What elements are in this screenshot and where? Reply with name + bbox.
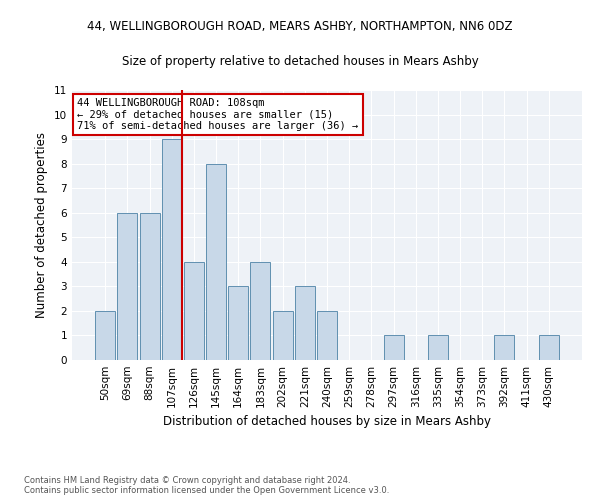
Bar [206,164,226,360]
Text: 44, WELLINGBOROUGH ROAD, MEARS ASHBY, NORTHAMPTON, NN6 0DZ: 44, WELLINGBOROUGH ROAD, MEARS ASHBY, NO… [87,20,513,33]
Bar [539,336,559,360]
Bar [118,212,137,360]
Bar [140,212,160,360]
Bar [494,336,514,360]
Bar [317,311,337,360]
Bar [272,311,293,360]
Bar [95,311,115,360]
Bar [295,286,315,360]
Text: Size of property relative to detached houses in Mears Ashby: Size of property relative to detached ho… [122,55,478,68]
Text: 44 WELLINGBOROUGH ROAD: 108sqm
← 29% of detached houses are smaller (15)
71% of : 44 WELLINGBOROUGH ROAD: 108sqm ← 29% of … [77,98,358,132]
X-axis label: Distribution of detached houses by size in Mears Ashby: Distribution of detached houses by size … [163,416,491,428]
Bar [383,336,404,360]
Bar [184,262,204,360]
Bar [228,286,248,360]
Bar [428,336,448,360]
Bar [250,262,271,360]
Text: Contains HM Land Registry data © Crown copyright and database right 2024.
Contai: Contains HM Land Registry data © Crown c… [24,476,389,495]
Bar [162,139,182,360]
Y-axis label: Number of detached properties: Number of detached properties [35,132,49,318]
